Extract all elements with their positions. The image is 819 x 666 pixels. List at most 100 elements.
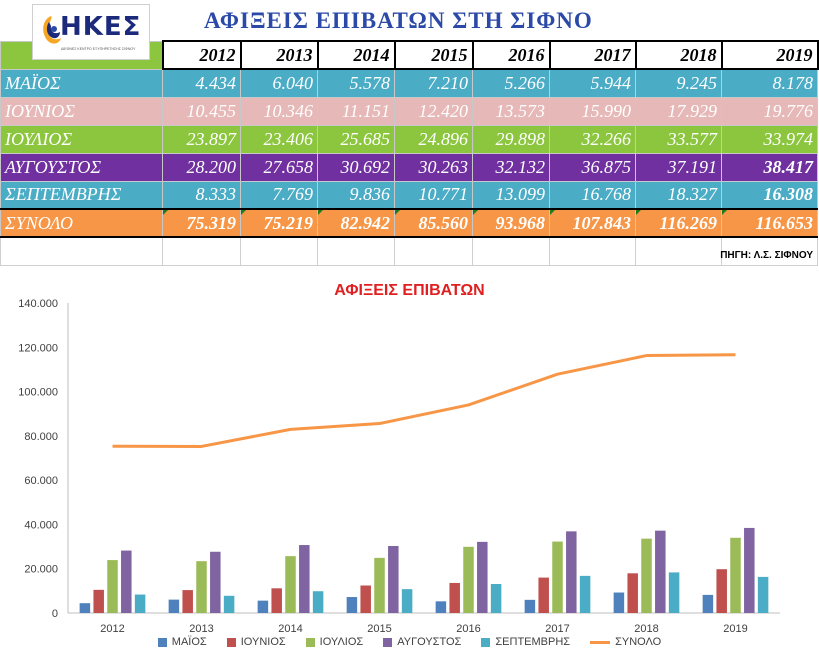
line-series-ΣΥΝΟΛΟ (112, 353, 736, 448)
logo: ΗΚΕΣ ΔΙΕΘΝΕΣ ΚΕΝΤΡΟ ΕΞΥΠΗΡΕΤΗΣΗΣ ΣΙΦΝΟΥ (32, 4, 150, 60)
empty-row (0, 236, 818, 266)
chart-legend: ΜΑΪΟΣ ΙΟΥΝΙΟΣ ΙΟΥΛΙΟΣ ΑΥΓΟΥΣΤΟΣ ΣΕΠΤΕΜΒΡΗΣ ΣΥ… (0, 636, 819, 648)
x-tick-label: 2015 (367, 623, 391, 635)
table-row-august: ΑΥΓΟΥΣΤΟΣ 28.200 27.658 30.692 30.263 32… (0, 152, 818, 182)
table-cell: 9.245 (635, 68, 722, 98)
bar-ΙΟΥΛΙΟΣ (641, 538, 652, 613)
x-tick-label: 2012 (100, 623, 124, 635)
table-cell: 37.191 (635, 152, 722, 182)
logo-text: ΗΚΕΣ (60, 12, 142, 42)
bar-ΑΥΓΟΥΣΤΟΣ (744, 527, 755, 613)
table-cell: 7.769 (240, 180, 318, 210)
table-cell: 11.151 (317, 96, 395, 126)
row-label: ΙΟΥΛΙΟΣ (0, 124, 163, 154)
y-tick-label: 120.000 (18, 342, 58, 354)
legend-item: ΑΥΓΟΥΣΤΟΣ (383, 636, 461, 648)
table-cell: 23.406 (240, 124, 318, 154)
empty-cell (635, 236, 722, 266)
table-cell: 4.434 (162, 68, 241, 98)
year-header: 2014 (316, 40, 396, 70)
table-cell: 107.843 (549, 208, 636, 238)
row-label: ΣΕΠΤΕΜΒΡΗΣ (0, 180, 163, 210)
legend-item: ΙΟΥΝΙΟΣ (226, 636, 286, 648)
legend-swatch (383, 637, 393, 647)
legend-label: ΜΑΪΟΣ (171, 636, 207, 648)
table-row-june: ΙΟΥΝΙΟΣ 10.455 10.346 11.151 12.420 13.5… (0, 96, 818, 126)
year-header: 2016 (471, 40, 551, 70)
row-label: ΙΟΥΝΙΟΣ (0, 96, 163, 126)
bar-ΙΟΥΝΙΟΣ (627, 573, 638, 613)
bar-ΙΟΥΛΙΟΣ (107, 560, 118, 613)
legend-swatch (481, 637, 491, 647)
bar-ΙΟΥΝΙΟΣ (716, 569, 727, 613)
y-tick-label: 0 (52, 608, 58, 620)
table-cell: 116.269 (635, 208, 722, 238)
bar-ΜΑΪΟΣ (257, 600, 269, 613)
table-cell: 9.836 (317, 180, 395, 210)
legend-item: ΙΟΥΛΙΟΣ (305, 636, 364, 648)
bar-ΙΟΥΛΙΟΣ (463, 546, 474, 613)
y-tick-label: 40.000 (24, 519, 58, 531)
table-cell: 33.577 (635, 124, 722, 154)
bar-ΣΕΠΤΕΜΒΡΗΣ (757, 576, 769, 613)
table-row-september: ΣΕΠΤΕΜΒΡΗΣ 8.333 7.769 9.836 10.771 13.0… (0, 180, 818, 210)
header: ΗΚΕΣ ΔΙΕΘΝΕΣ ΚΕΝΤΡΟ ΕΞΥΠΗΡΕΤΗΣΗΣ ΣΙΦΝΟΥ … (0, 0, 819, 60)
year-header: 2015 (393, 40, 474, 70)
table-cell: 25.685 (317, 124, 395, 154)
table-cell: 75.319 (162, 208, 241, 238)
table-cell: 10.346 (240, 96, 318, 126)
table-cell: 85.560 (394, 208, 473, 238)
empty-cell (162, 236, 241, 266)
x-tick-label: 2016 (456, 623, 480, 635)
table-cell: 23.897 (162, 124, 241, 154)
bar-ΙΟΥΝΙΟΣ (93, 589, 104, 613)
bar-ΙΟΥΝΙΟΣ (449, 582, 460, 613)
bar-ΙΟΥΛΙΟΣ (285, 556, 296, 613)
table-cell: 16.308 (721, 180, 818, 210)
table-cell: 8.333 (162, 180, 241, 210)
table-cell: 10.771 (394, 180, 473, 210)
page-title: ΑΦΙΞΕΙΣ ΕΠΙΒΑΤΩΝ ΣΤΗ ΣΙΦΝΟ (204, 8, 593, 33)
y-tick-label: 80.000 (24, 431, 58, 443)
table-cell: 13.099 (472, 180, 550, 210)
table-cell: 28.200 (162, 152, 241, 182)
legend-swatch (226, 637, 236, 647)
y-tick-label: 140.000 (18, 298, 58, 310)
bar-ΣΕΠΤΕΜΒΡΗΣ (223, 595, 235, 613)
year-header: 2019 (720, 40, 819, 70)
bar-ΣΕΠΤΕΜΒΡΗΣ (134, 594, 146, 613)
legend-label: ΙΟΥΝΙΟΣ (240, 636, 286, 648)
table-cell: 13.573 (472, 96, 550, 126)
bar-ΣΕΠΤΕΜΒΡΗΣ (490, 583, 502, 613)
bar-ΙΟΥΝΙΟΣ (271, 588, 282, 613)
empty-cell (721, 236, 818, 266)
legend-label: ΙΟΥΛΙΟΣ (319, 636, 364, 648)
table-cell: 24.896 (394, 124, 473, 154)
x-tick-label: 2013 (189, 623, 213, 635)
year-header: 2013 (239, 40, 319, 70)
table-cell: 93.968 (472, 208, 550, 238)
empty-cell (549, 236, 636, 266)
table-cell: 32.266 (549, 124, 636, 154)
bar-ΙΟΥΝΙΟΣ (538, 577, 549, 613)
bar-ΑΥΓΟΥΣΤΟΣ (388, 545, 399, 613)
table-cell: 6.040 (240, 68, 318, 98)
empty-cell (394, 236, 473, 266)
table-cell: 82.942 (317, 208, 395, 238)
bar-ΙΟΥΝΙΟΣ (360, 585, 371, 613)
row-label: ΜΑΪΟΣ (0, 68, 163, 98)
table-cell: 33.974 (721, 124, 818, 154)
table-cell: 16.768 (549, 180, 636, 210)
empty-cell (472, 236, 550, 266)
source-note: ΠΗΓΗ: Λ.Σ. ΣΙΦΝΟΥ (720, 250, 813, 261)
table-cell: 32.132 (472, 152, 550, 182)
legend-swatch (157, 637, 167, 647)
table-cell: 30.692 (317, 152, 395, 182)
bar-ΙΟΥΛΙΟΣ (196, 561, 207, 613)
arrivals-table: 2012 2013 2014 2015 2016 2017 2018 2019 … (0, 40, 819, 266)
table-cell: 15.990 (549, 96, 636, 126)
legend-swatch (590, 640, 611, 644)
bar-ΜΑΪΟΣ (524, 599, 536, 613)
table-cell: 10.455 (162, 96, 241, 126)
empty-cell (317, 236, 395, 266)
